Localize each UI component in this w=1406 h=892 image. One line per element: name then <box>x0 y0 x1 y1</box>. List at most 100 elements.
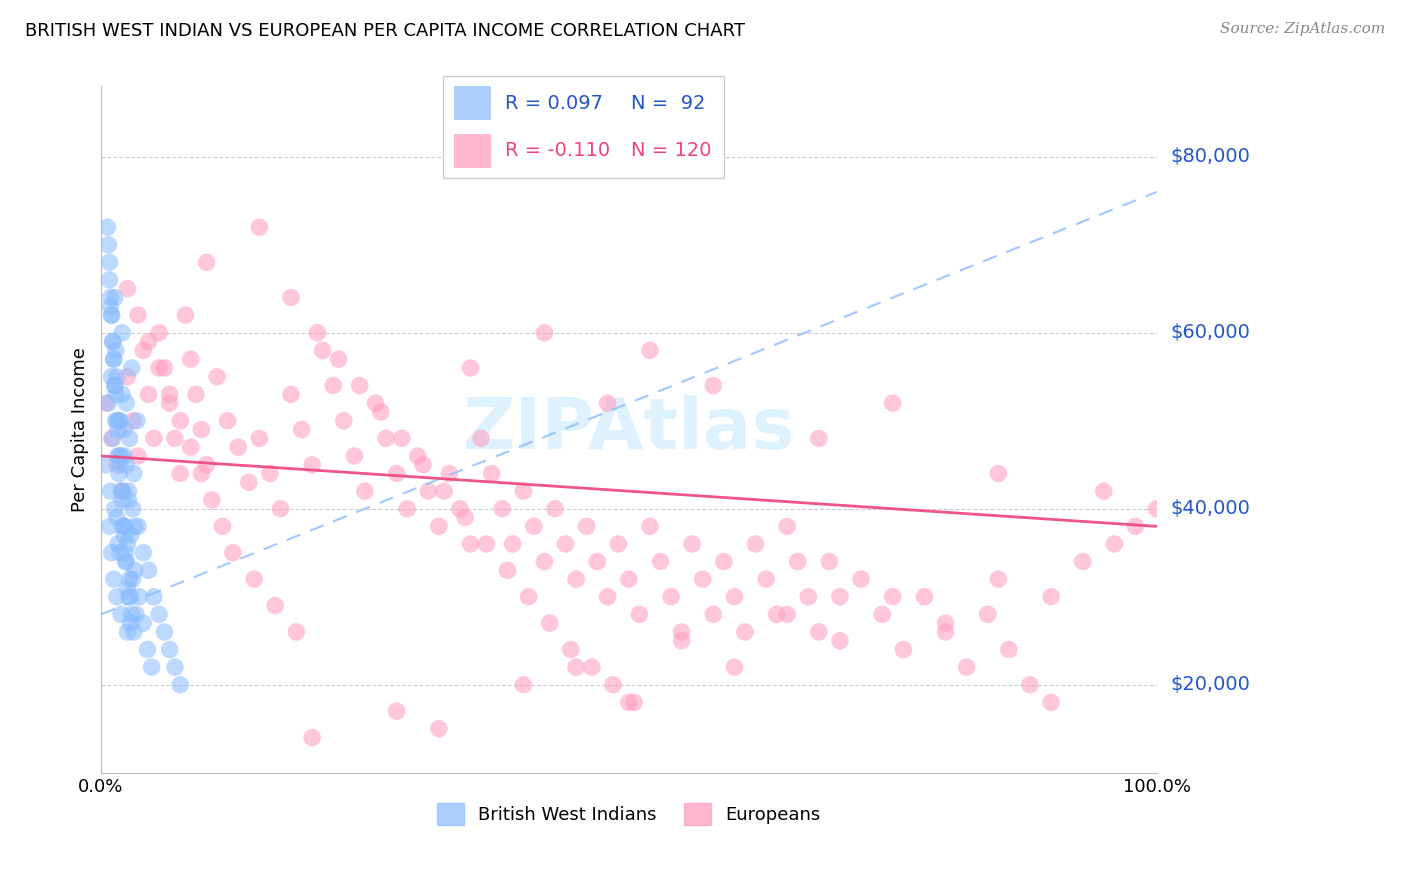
Point <box>114 519 136 533</box>
Point <box>105 590 128 604</box>
Point <box>159 642 181 657</box>
Text: R = 0.097: R = 0.097 <box>505 94 603 113</box>
Point <box>121 572 143 586</box>
Point <box>702 378 724 392</box>
Point <box>512 678 534 692</box>
Point <box>280 387 302 401</box>
Point <box>136 642 159 657</box>
Point <box>108 467 131 481</box>
Point <box>117 369 139 384</box>
Point <box>111 387 134 401</box>
Point <box>460 361 482 376</box>
Point <box>108 414 131 428</box>
Point <box>512 484 534 499</box>
Point <box>818 555 841 569</box>
Point <box>581 660 603 674</box>
Point <box>125 607 148 622</box>
Point <box>97 396 120 410</box>
Point <box>104 414 127 428</box>
Point <box>180 440 202 454</box>
Point <box>117 492 139 507</box>
Point <box>517 590 540 604</box>
Point <box>153 361 176 376</box>
Point <box>169 467 191 481</box>
Point <box>111 326 134 340</box>
Point <box>104 291 127 305</box>
Point <box>586 555 609 569</box>
Point <box>659 590 682 604</box>
Point <box>396 501 419 516</box>
Point <box>148 607 170 622</box>
Point <box>132 343 155 358</box>
Point <box>105 458 128 472</box>
Point <box>849 572 872 586</box>
Legend: British West Indians, Europeans: British West Indians, Europeans <box>430 796 828 832</box>
Point <box>190 467 212 481</box>
Point <box>713 555 735 569</box>
Point <box>148 361 170 376</box>
Point <box>100 308 122 322</box>
Point <box>195 458 218 472</box>
Point <box>112 519 135 533</box>
Point <box>702 607 724 622</box>
Point <box>222 546 245 560</box>
Point <box>776 519 799 533</box>
Point <box>105 414 128 428</box>
Point <box>264 599 287 613</box>
Point <box>117 590 139 604</box>
Point <box>977 607 1000 622</box>
Point <box>128 590 150 604</box>
Text: Source: ZipAtlas.com: Source: ZipAtlas.com <box>1219 22 1385 37</box>
Point <box>226 440 249 454</box>
Point <box>163 660 186 674</box>
Point <box>797 590 820 604</box>
Point <box>124 519 146 533</box>
Point <box>142 431 165 445</box>
Point <box>460 537 482 551</box>
Point <box>118 431 141 445</box>
Point <box>112 423 135 437</box>
Point <box>169 414 191 428</box>
Point <box>201 492 224 507</box>
Text: $40,000: $40,000 <box>1171 500 1250 518</box>
Point <box>132 546 155 560</box>
Point <box>554 537 576 551</box>
Point <box>544 501 567 516</box>
Point <box>681 537 703 551</box>
Point <box>671 633 693 648</box>
Point <box>882 590 904 604</box>
Point <box>439 467 461 481</box>
Point <box>100 546 122 560</box>
Point <box>127 519 149 533</box>
Point <box>98 255 121 269</box>
Point <box>433 484 456 499</box>
Point <box>891 642 914 657</box>
Point <box>734 624 756 639</box>
Point <box>418 484 440 499</box>
Point <box>427 722 450 736</box>
Point <box>108 546 131 560</box>
Point <box>120 590 142 604</box>
Point <box>127 449 149 463</box>
Point <box>575 519 598 533</box>
Point <box>110 607 132 622</box>
Point <box>349 378 371 392</box>
Point <box>142 590 165 604</box>
Point <box>385 704 408 718</box>
Point <box>121 607 143 622</box>
Point <box>481 467 503 481</box>
Point <box>110 484 132 499</box>
Point <box>650 555 672 569</box>
Point <box>427 519 450 533</box>
Point <box>607 537 630 551</box>
Point <box>100 431 122 445</box>
Point <box>153 624 176 639</box>
Point <box>120 616 142 631</box>
Point <box>538 616 561 631</box>
Bar <box>454 87 491 120</box>
Point <box>475 537 498 551</box>
Point <box>247 431 270 445</box>
Text: N = 120: N = 120 <box>631 141 711 161</box>
Point <box>523 519 546 533</box>
Y-axis label: Per Capita Income: Per Capita Income <box>72 347 89 512</box>
